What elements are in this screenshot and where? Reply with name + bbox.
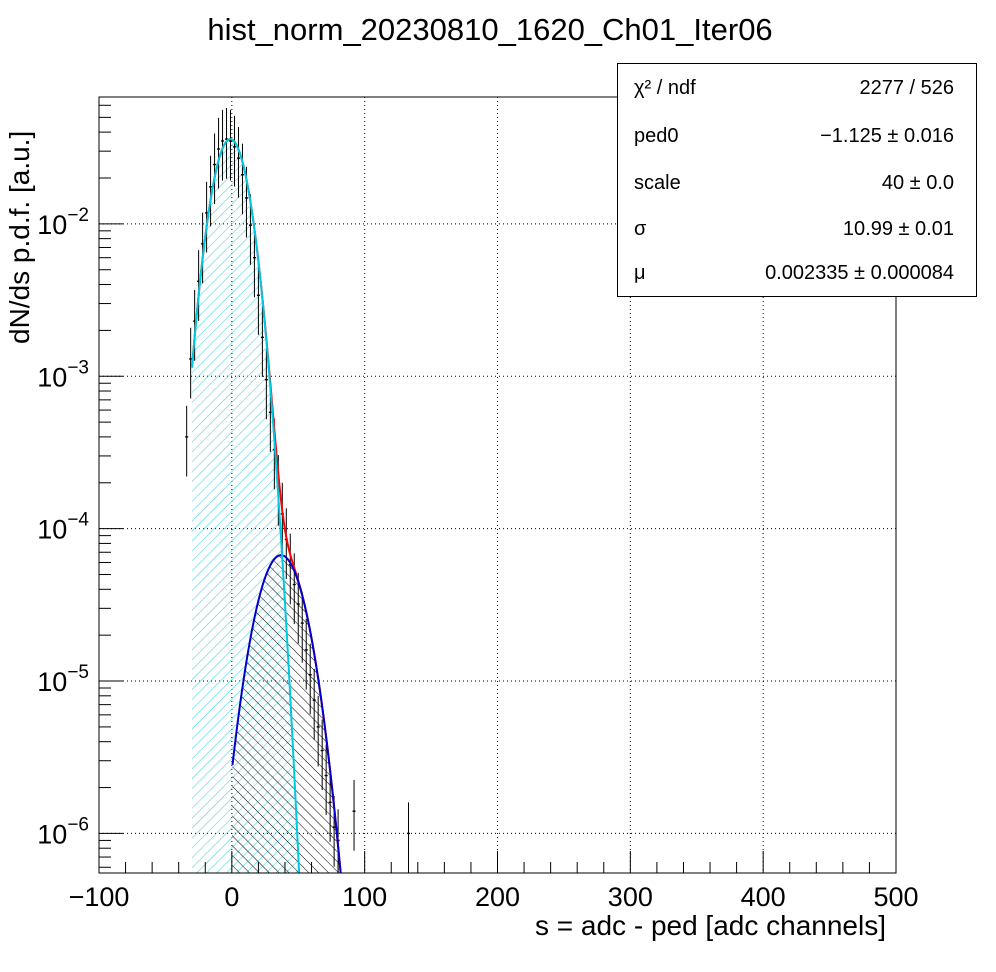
stats-value: 10.99 ± 0.01 [842,218,954,240]
stats-value: 2277 / 526 [859,77,954,99]
fit-curves [190,138,342,873]
pedestal-fit-curve [190,138,301,873]
x-tick-label: 500 [873,882,918,912]
spe-fit-curve [231,554,342,873]
stats-value: 0.002335 ± 0.000084 [765,262,954,284]
stats-name: scale [634,172,681,194]
y-axis-label: dN/ds p.d.f. [a.u.] [4,130,35,344]
stats-box: χ² / ndf 2277 / 526 ped0 −1.125 ± 0.016 … [617,63,977,297]
stats-value: −1.125 ± 0.016 [820,125,954,147]
stats-row-mu: μ 0.002335 ± 0.000084 [618,262,976,302]
spe-hatch-fill [231,555,343,873]
y-tick-label: 10−3 [37,357,89,392]
stats-row-ped0: ped0 −1.125 ± 0.016 [618,125,976,165]
stats-row-sigma: σ 10.99 ± 0.01 [618,218,976,258]
y-tick-label: 10−4 [37,510,89,545]
x-tick-label: 0 [224,882,239,912]
x-tick-label: −100 [69,882,130,912]
stats-name: ped0 [634,125,679,147]
x-tick-label: 100 [342,882,387,912]
stats-name: μ [634,262,646,284]
y-tick-label: 10−2 [37,205,89,240]
x-tick-label: 300 [608,882,653,912]
stats-row-chi2: χ² / ndf 2277 / 526 [618,77,976,117]
stats-value: 40 ± 0.0 [881,172,954,194]
axes: −100 0 100 200 300 400 500 10−6 10−5 10−4 10−3 10−2 [37,104,919,912]
fit-fill-areas [191,139,343,873]
chart-title: hist_norm_20230810_1620_Ch01_Iter06 [207,12,773,47]
y-tick-label: 10−5 [37,662,89,697]
y-tick-label: 10−6 [37,814,89,849]
x-tick-label: 200 [475,882,520,912]
stats-name: σ [634,218,647,240]
histogram-points [185,107,411,873]
stats-row-scale: scale 40 ± 0.0 [618,172,976,212]
x-axis-label: s = adc - ped [adc channels] [535,910,886,941]
stats-name: χ² / ndf [634,77,696,99]
x-tick-label: 400 [741,882,786,912]
